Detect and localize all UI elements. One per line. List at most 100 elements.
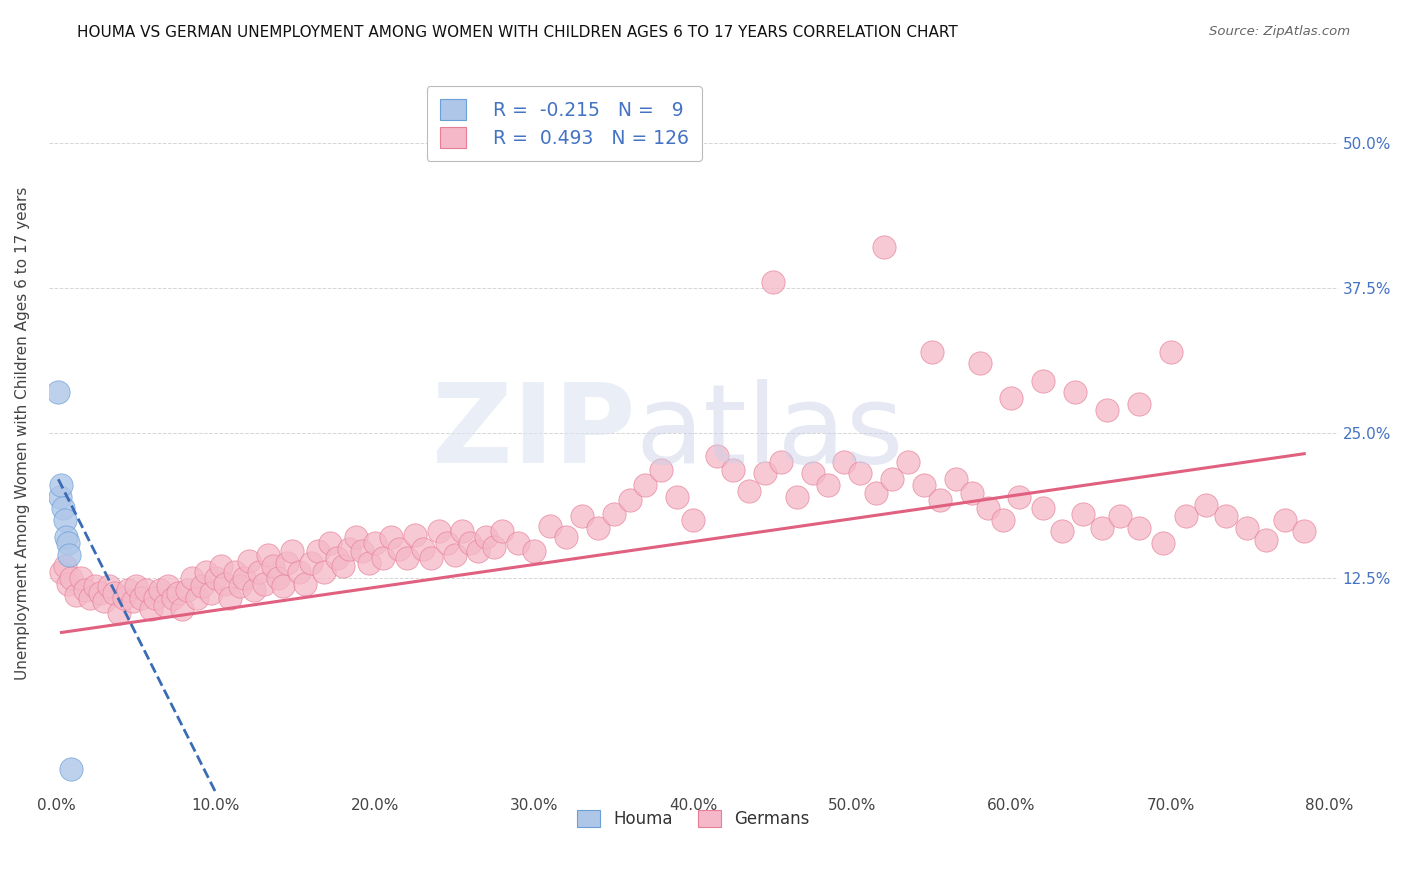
Point [364,536,387,550]
Point [352,544,374,558]
Point [79,591,101,605]
Point [107,606,129,620]
Point [205,571,228,585]
Point [754,467,776,481]
Point [52,501,75,516]
Point [319,536,342,550]
Point [1008,490,1031,504]
Point [51,478,73,492]
Point [93,594,115,608]
Point [176,582,198,597]
Point [157,579,180,593]
Point [135,582,157,597]
Point [117,582,139,597]
Point [419,551,441,566]
Point [56,576,79,591]
Point [388,541,411,556]
Point [219,591,242,605]
Point [404,528,426,542]
Point [571,509,593,524]
Point [262,559,284,574]
Point [51,565,73,579]
Point [634,478,657,492]
Point [738,483,761,498]
Point [49,490,72,504]
Point [1160,344,1182,359]
Legend: Houma, Germans: Houma, Germans [569,803,817,835]
Point [112,591,135,605]
Point [960,486,983,500]
Point [267,571,290,585]
Point [233,571,256,585]
Point [1236,521,1258,535]
Point [195,565,218,579]
Point [129,591,152,605]
Point [83,579,105,593]
Point [650,463,672,477]
Text: ZIP: ZIP [432,379,636,486]
Point [451,524,474,539]
Point [55,530,77,544]
Point [1128,521,1150,535]
Point [475,530,498,544]
Point [993,513,1015,527]
Point [721,463,744,477]
Point [1000,391,1022,405]
Point [682,513,704,527]
Point [357,556,380,570]
Point [125,579,148,593]
Point [467,544,489,558]
Point [1071,507,1094,521]
Point [326,551,349,566]
Point [332,559,354,574]
Point [921,344,943,359]
Point [443,548,465,562]
Point [491,524,513,539]
Point [976,501,998,516]
Point [153,598,176,612]
Point [46,385,69,400]
Point [149,582,172,597]
Point [1128,397,1150,411]
Point [412,541,434,556]
Point [53,513,76,527]
Point [214,576,236,591]
Point [1274,513,1296,527]
Point [602,507,624,521]
Point [1152,536,1174,550]
Point [508,536,530,550]
Point [1108,509,1130,524]
Point [339,541,361,556]
Point [928,493,950,508]
Point [834,455,856,469]
Point [801,467,824,481]
Point [209,559,232,574]
Point [1175,509,1198,524]
Point [460,536,482,550]
Point [619,493,641,508]
Point [271,579,294,593]
Point [224,565,246,579]
Y-axis label: Unemployment Among Women with Children Ages 6 to 17 years: Unemployment Among Women with Children A… [15,186,30,680]
Point [190,579,212,593]
Point [436,536,458,550]
Point [969,356,991,370]
Point [103,586,125,600]
Text: Source: ZipAtlas.com: Source: ZipAtlas.com [1209,25,1350,38]
Point [181,571,204,585]
Point [1032,501,1054,516]
Point [312,565,335,579]
Point [897,455,920,469]
Point [60,571,83,585]
Point [817,478,839,492]
Point [1032,374,1054,388]
Point [281,544,304,558]
Point [53,559,76,574]
Point [371,551,394,566]
Point [849,467,872,481]
Point [865,486,887,500]
Point [1294,524,1316,539]
Point [60,763,83,777]
Point [98,579,121,593]
Point [276,556,298,570]
